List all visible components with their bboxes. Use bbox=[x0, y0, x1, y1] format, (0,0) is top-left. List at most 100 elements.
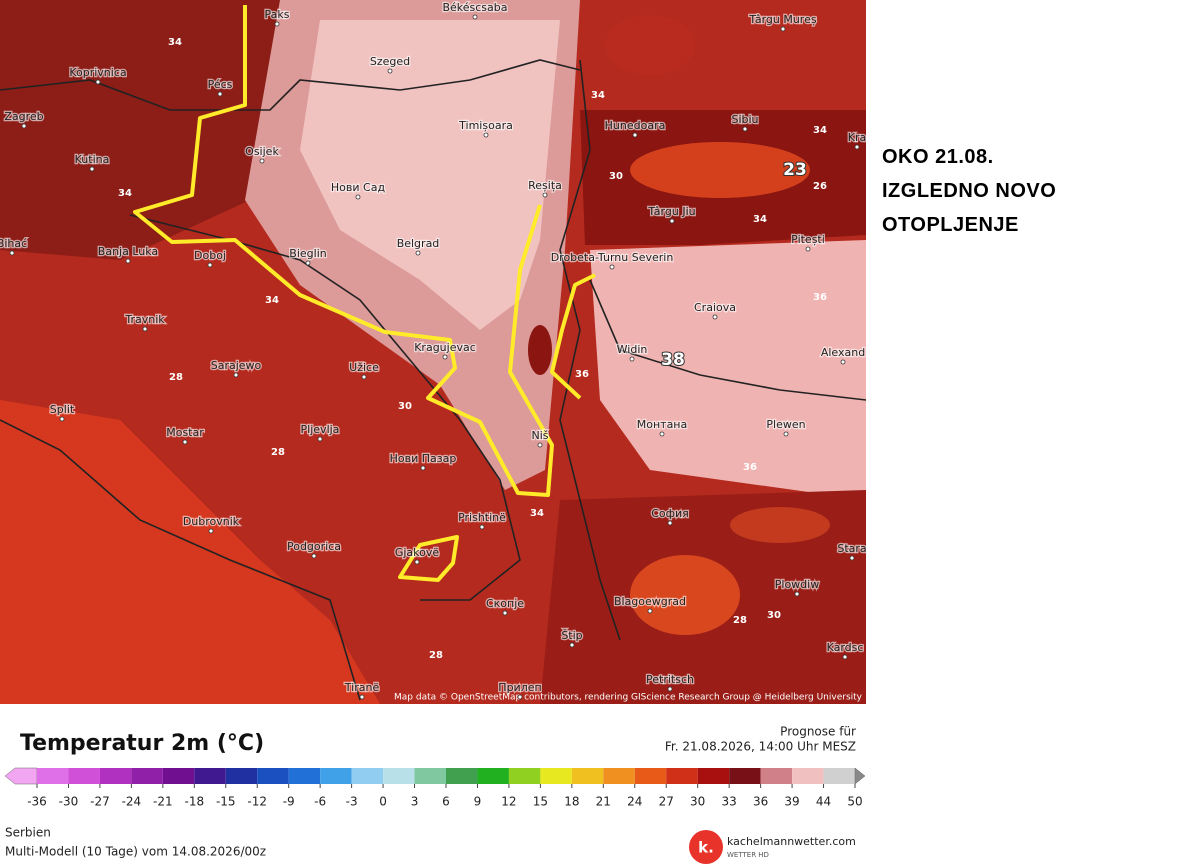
city-label: Užice bbox=[349, 361, 379, 374]
colorbar-tick-label: 50 bbox=[847, 795, 862, 809]
brand-tagline: WETTER HD bbox=[727, 851, 769, 859]
brand-logo-text: k. bbox=[698, 839, 714, 857]
colorbar-tick-label: 3 bbox=[411, 795, 419, 809]
region-plain-east bbox=[590, 240, 866, 500]
contour-label: 28 bbox=[271, 447, 285, 458]
city-dot bbox=[207, 262, 213, 268]
colorbar-cell bbox=[37, 768, 69, 784]
contour-label: 26 bbox=[813, 181, 827, 192]
colorbar-tick-label: 9 bbox=[474, 795, 482, 809]
city-label: Prishtinë bbox=[458, 511, 506, 524]
hot-spot bbox=[605, 15, 695, 75]
city-dot bbox=[854, 144, 860, 150]
city-dot bbox=[182, 439, 188, 445]
city-dot bbox=[259, 158, 265, 164]
city-dot bbox=[9, 250, 15, 256]
city-dot bbox=[849, 555, 855, 561]
city-label: Mostar bbox=[166, 426, 204, 439]
city-dot bbox=[647, 608, 653, 614]
colorbar-cell bbox=[540, 768, 572, 784]
city-dot bbox=[233, 372, 239, 378]
city-dot bbox=[442, 354, 448, 360]
colorbar-cell bbox=[99, 768, 132, 784]
city-label: Târgu Mureș bbox=[748, 13, 816, 26]
colorbar-tick-label: 21 bbox=[596, 795, 611, 809]
contour-label: 34 bbox=[591, 90, 605, 101]
city-dot bbox=[659, 431, 665, 437]
borders bbox=[0, 59, 866, 701]
city-label: Blagoewgrad bbox=[614, 595, 686, 608]
city-dot bbox=[387, 68, 393, 74]
city-label: Split bbox=[50, 403, 75, 416]
contour-label: 28 bbox=[733, 615, 747, 626]
annotation-line: OKO 21.08. bbox=[882, 146, 994, 168]
colorbar-tick-label: 0 bbox=[379, 795, 387, 809]
contour-label: 36 bbox=[575, 369, 589, 380]
city-dot bbox=[361, 374, 367, 380]
hot-spot bbox=[730, 507, 830, 543]
city-label: София bbox=[651, 507, 689, 520]
city-dot bbox=[359, 694, 365, 700]
contour-label: 36 bbox=[743, 462, 757, 473]
city-dot bbox=[542, 192, 548, 198]
city-label: Stara bbox=[837, 542, 866, 555]
city-label: Szeged bbox=[370, 55, 410, 68]
city-dot bbox=[629, 356, 635, 362]
city-dot bbox=[842, 654, 848, 660]
city-dot bbox=[742, 126, 748, 132]
city-label: Kra bbox=[848, 131, 866, 144]
colorbar-tick-label: 30 bbox=[690, 795, 705, 809]
colorbar-tick-label: -18 bbox=[185, 795, 205, 809]
city-dot bbox=[472, 14, 478, 20]
map: Map data © OpenStreetMap contributors, r… bbox=[0, 0, 866, 704]
city-dot bbox=[208, 528, 214, 534]
contour-label: 34 bbox=[813, 125, 827, 136]
city-label: Pitești bbox=[791, 233, 825, 246]
colorbar-tick-label: 12 bbox=[501, 795, 516, 809]
legend-title: Temperatur 2m (°C) bbox=[20, 731, 264, 756]
colorbar-arrow bbox=[854, 767, 866, 785]
city-dot bbox=[89, 166, 95, 172]
colorbar-tick-label: 36 bbox=[753, 795, 768, 809]
city-label: Travnik bbox=[124, 313, 165, 326]
contour-label: 28 bbox=[429, 650, 443, 661]
colorbar-arrow bbox=[4, 767, 38, 785]
colorbar-cell bbox=[131, 768, 163, 784]
city-dot bbox=[780, 26, 786, 32]
contour-label: 38 bbox=[661, 350, 685, 370]
city-label: Widin bbox=[617, 343, 648, 356]
colorbar-tick-label: 24 bbox=[627, 795, 642, 809]
region-dark bbox=[0, 0, 280, 260]
city-label: Reșița bbox=[528, 179, 562, 192]
contour-label: 23 bbox=[783, 160, 807, 180]
city-label: Podgorica bbox=[287, 540, 341, 553]
city-dot bbox=[667, 686, 673, 692]
city-dot bbox=[311, 553, 317, 559]
city-dot bbox=[537, 442, 543, 448]
city-dot bbox=[317, 436, 323, 442]
city-dot bbox=[415, 250, 421, 256]
city-label: Kardsc bbox=[827, 641, 864, 654]
city-label: Štip bbox=[561, 629, 582, 642]
city-dot bbox=[420, 465, 426, 471]
city-label: Скопје bbox=[486, 597, 524, 610]
colorbar-cell bbox=[729, 768, 761, 784]
city-label: Plowdiw bbox=[775, 578, 819, 591]
city-dot bbox=[632, 132, 638, 138]
city-dot bbox=[667, 520, 673, 526]
colorbar-tick-label: -30 bbox=[59, 795, 79, 809]
annotation-line: IZGLEDNO NOVO bbox=[882, 180, 1057, 202]
city-dot bbox=[217, 91, 223, 97]
city-dot bbox=[274, 21, 280, 27]
city-dot bbox=[805, 246, 811, 252]
city-label: Osijek bbox=[245, 145, 279, 158]
city-label: Tiranë bbox=[344, 681, 380, 694]
colorbar-tick-label: -21 bbox=[153, 795, 173, 809]
region-plain-light bbox=[300, 20, 560, 330]
city-label: Монтана bbox=[637, 418, 688, 431]
city-label: Craiova bbox=[694, 301, 736, 314]
colorbar-tick-label: -3 bbox=[346, 795, 358, 809]
city-label: Kragujevac bbox=[414, 341, 476, 354]
city-dot bbox=[783, 431, 789, 437]
